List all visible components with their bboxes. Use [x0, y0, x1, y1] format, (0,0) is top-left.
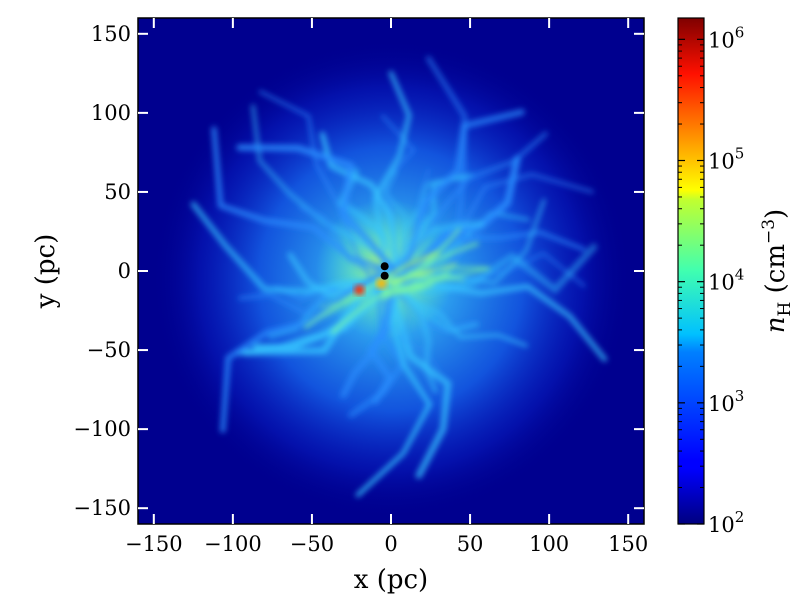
filament — [383, 155, 521, 287]
x-tick-label: 0 — [384, 532, 397, 556]
filament — [190, 201, 401, 295]
filament — [211, 126, 385, 271]
dense-filament — [381, 271, 451, 299]
dense-filament — [303, 279, 382, 329]
sink-particle — [380, 271, 389, 280]
density-peak — [354, 284, 365, 295]
colorbar-label-exponent: −3 — [759, 219, 779, 244]
dense-filament — [383, 276, 466, 283]
filament — [287, 252, 386, 298]
dense-filament — [331, 290, 389, 334]
x-tick-label: 50 — [457, 532, 484, 556]
colorbar-tick-label: 103 — [708, 387, 744, 416]
colorbar-gradient — [677, 17, 705, 525]
x-tick-label: 100 — [529, 532, 569, 556]
colorbar-ticks: 102 103 104 105 106 — [678, 23, 744, 537]
x-axis-title: x (pc) — [354, 565, 428, 595]
sink-particle — [380, 262, 389, 271]
filament — [242, 289, 409, 356]
filament — [299, 205, 385, 274]
x-tick-label: 150 — [608, 532, 648, 556]
x-tick-label: −150 — [125, 532, 183, 556]
filament — [379, 131, 548, 284]
filament — [355, 271, 433, 498]
dense-filament — [379, 287, 424, 291]
y-tick-label: −150 — [73, 496, 131, 520]
gas-cloud — [151, 38, 631, 519]
filament — [258, 90, 379, 293]
filament — [348, 280, 407, 418]
y-tick-label: 0 — [118, 259, 131, 283]
density-peak — [376, 278, 387, 289]
y-tick-label: 100 — [91, 101, 131, 125]
colorbar-label-close: ) — [761, 209, 791, 219]
x-tick-label: −50 — [290, 532, 334, 556]
density-peaks — [354, 278, 387, 295]
y-axis-title: y (pc) — [31, 234, 61, 309]
colorbar: 102 103 104 105 106 nH (cm−3) — [677, 17, 795, 537]
x-ticks: −150 −100 −50 0 50 100 150 — [125, 18, 648, 556]
sink-markers — [380, 262, 389, 280]
colorbar-label: nH (cm−3) — [759, 209, 795, 333]
colorbar-tick-label: 105 — [708, 145, 744, 174]
colorbar-label-unit: (cm — [761, 244, 791, 302]
y-ticks: −150 −100 −50 0 50 100 150 — [73, 22, 644, 520]
colorbar-tick-label: 102 — [708, 508, 744, 537]
filament — [236, 144, 406, 285]
y-tick-label: 150 — [91, 22, 131, 46]
y-tick-label: −100 — [73, 417, 131, 441]
inner-filaments — [303, 227, 490, 334]
y-tick-label: −50 — [87, 338, 131, 362]
filament — [372, 70, 412, 274]
y-tick-label: 50 — [104, 180, 131, 204]
filament — [404, 172, 594, 295]
x-tick-label: −100 — [204, 532, 262, 556]
colorbar-tick-label: 106 — [708, 23, 744, 52]
dense-filament — [388, 266, 490, 282]
colorbar-label-subscript: H — [775, 302, 795, 317]
colorbar-tick-label: 104 — [708, 266, 744, 295]
dense-filament — [383, 242, 479, 297]
filament — [393, 243, 598, 296]
colorbar-label-symbol: n — [761, 316, 791, 333]
plot-area: −150 −100 −50 0 50 100 150 −150 −100 −50 0 50 100 15… — [73, 17, 648, 556]
